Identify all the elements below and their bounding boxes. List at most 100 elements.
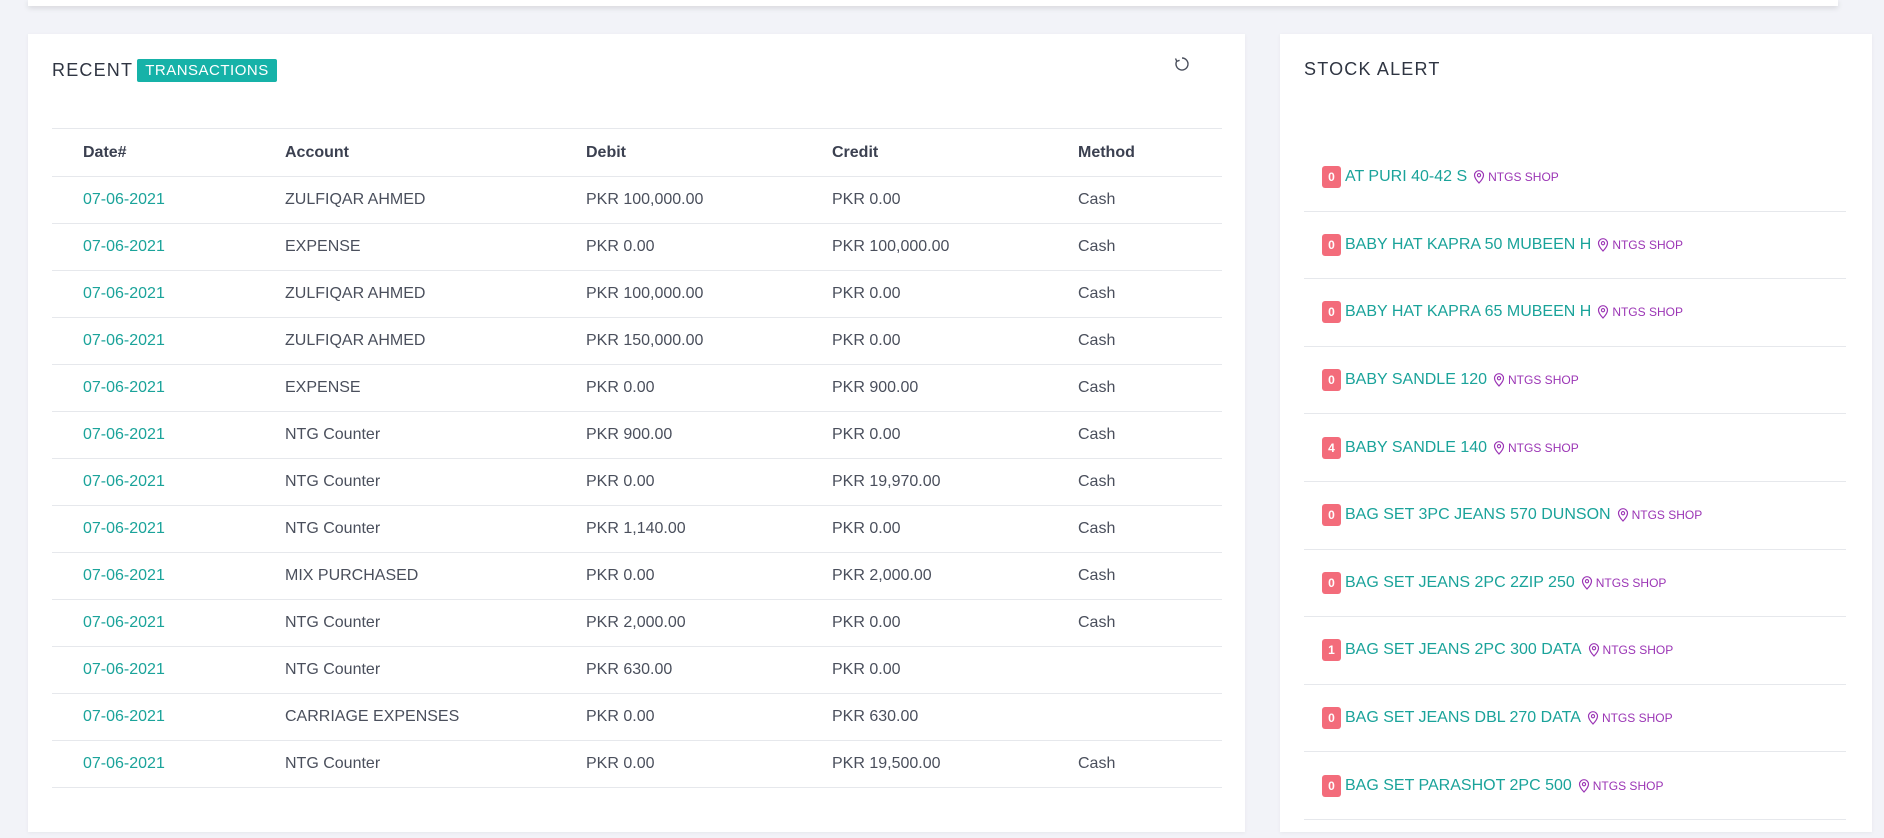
transactions-table-body: 07-06-2021 ZULFIQAR AHMED PKR 100,000.00 PK… bbox=[52, 176, 1222, 788]
item-name-link[interactable]: BAG SET 3PC JEANS 570 DUNSON bbox=[1345, 506, 1611, 524]
date-cell: 07-06-2021 bbox=[52, 270, 285, 318]
method-cell: Cash bbox=[1078, 458, 1222, 506]
date-link[interactable]: 07-06-2021 bbox=[83, 661, 165, 678]
account-cell: NTG Counter bbox=[285, 740, 586, 788]
date-link[interactable]: 07-06-2021 bbox=[83, 473, 165, 490]
method-cell: Cash bbox=[1078, 411, 1222, 459]
date-link[interactable]: 07-06-2021 bbox=[83, 567, 165, 584]
date-link[interactable]: 07-06-2021 bbox=[83, 426, 165, 443]
method-cell: Cash bbox=[1078, 740, 1222, 788]
method-cell: Cash bbox=[1078, 552, 1222, 600]
stock-alert-item[interactable]: 0 BAG SET PARASHOT 2PC 500 NTGS SHOP bbox=[1304, 752, 1846, 820]
account-cell: ZULFIQAR AHMED bbox=[285, 317, 586, 365]
date-link[interactable]: 07-06-2021 bbox=[83, 285, 165, 302]
table-row: 07-06-2021 NTG Counter PKR 0.00 PKR 19,970.… bbox=[52, 458, 1222, 506]
transactions-table: Date# Account Debit Credit Method 07-06-2021… bbox=[52, 128, 1222, 788]
debit-cell: PKR 0.00 bbox=[586, 458, 832, 506]
item-name-link[interactable]: BABY SANDLE 140 bbox=[1345, 438, 1488, 456]
credit-cell: PKR 900.00 bbox=[832, 364, 1078, 412]
shop-label: NTGS SHOP bbox=[1602, 643, 1674, 658]
refresh-icon[interactable] bbox=[1172, 54, 1192, 74]
stock-alert-item[interactable]: 0 BAG SET 3PC JEANS 570 DUNSON NTGS SHOP bbox=[1304, 482, 1846, 550]
date-link[interactable]: 07-06-2021 bbox=[83, 238, 165, 255]
quantity-badge: 0 bbox=[1322, 504, 1341, 527]
item-name-link[interactable]: AT PURI 40-42 S bbox=[1345, 168, 1468, 186]
stock-alert-item[interactable]: 0 BAG SET JEANS DBL 270 DATA NTGS SHOP bbox=[1304, 685, 1846, 753]
date-link[interactable]: 07-06-2021 bbox=[83, 332, 165, 349]
map-pin-icon bbox=[1581, 575, 1593, 590]
debit-cell: PKR 1,140.00 bbox=[586, 505, 832, 553]
map-pin-icon bbox=[1617, 508, 1629, 523]
quantity-badge: 0 bbox=[1322, 774, 1341, 797]
credit-cell: PKR 19,500.00 bbox=[832, 740, 1078, 788]
table-row: 07-06-2021 NTG Counter PKR 2,000.00 PKR 0.0… bbox=[52, 599, 1222, 647]
method-cell: Cash bbox=[1078, 505, 1222, 553]
debit-cell: PKR 900.00 bbox=[586, 411, 832, 459]
table-row: 07-06-2021 EXPENSE PKR 0.00 PKR 900.00 Cash bbox=[52, 364, 1222, 412]
date-cell: 07-06-2021 bbox=[52, 505, 285, 553]
column-header-credit: Credit bbox=[832, 128, 1078, 177]
table-row: 07-06-2021 MIX PURCHASED PKR 0.00 PKR 2,000… bbox=[52, 552, 1222, 600]
date-cell: 07-06-2021 bbox=[52, 740, 285, 788]
stock-alert-item[interactable]: 4 BABY SANDLE 140 NTGS SHOP bbox=[1304, 414, 1846, 482]
quantity-badge: 0 bbox=[1322, 233, 1341, 256]
method-cell: Cash bbox=[1078, 270, 1222, 318]
item-name-link[interactable]: BABY HAT KAPRA 50 MUBEEN H bbox=[1345, 235, 1592, 253]
method-cell: Cash bbox=[1078, 223, 1222, 271]
map-pin-icon bbox=[1493, 373, 1505, 387]
method-cell: Cash bbox=[1078, 176, 1222, 224]
account-cell: EXPENSE bbox=[285, 364, 586, 412]
stock-alert-item[interactable]: 0 BABY SANDLE 120 NTGS SHOP bbox=[1304, 347, 1846, 415]
method-cell: Cash bbox=[1078, 599, 1222, 647]
date-cell: 07-06-2021 bbox=[52, 646, 285, 694]
quantity-badge: 4 bbox=[1322, 436, 1341, 459]
method-cell bbox=[1078, 646, 1222, 694]
item-name-link[interactable]: BABY HAT KAPRA 65 MUBEEN H bbox=[1345, 303, 1592, 321]
stock-alert-item[interactable]: 0 AT PURI 40-42 S NTGS SHOP bbox=[1304, 144, 1846, 212]
quantity-badge: 0 bbox=[1322, 301, 1341, 324]
account-cell: ZULFIQAR AHMED bbox=[285, 270, 586, 318]
stock-alert-item[interactable]: 0 BAG SET JEANS 2PC 2ZIP 250 NTGS SHOP bbox=[1304, 550, 1846, 618]
date-link[interactable]: 07-06-2021 bbox=[83, 191, 165, 208]
account-cell: NTG Counter bbox=[285, 505, 586, 553]
item-name-link[interactable]: BAG SET PARASHOT 2PC 500 bbox=[1345, 776, 1572, 794]
item-name-link[interactable]: BAG SET JEANS DBL 270 DATA bbox=[1345, 709, 1581, 727]
stock-alert-item[interactable]: 1 BAG SET JEANS 2PC 300 DATA NTGS SHOP bbox=[1304, 617, 1846, 685]
debit-cell: PKR 0.00 bbox=[586, 552, 832, 600]
date-link[interactable]: 07-06-2021 bbox=[83, 614, 165, 631]
map-pin-icon bbox=[1578, 778, 1590, 793]
recent-transactions-title: RECENT TRANSACTIONS bbox=[52, 59, 277, 82]
credit-cell: PKR 2,000.00 bbox=[832, 552, 1078, 600]
credit-cell: PKR 0.00 bbox=[832, 176, 1078, 224]
credit-cell: PKR 19,970.00 bbox=[832, 458, 1078, 506]
map-pin-icon bbox=[1493, 440, 1505, 455]
column-header-method: Method bbox=[1078, 128, 1222, 177]
item-name-link[interactable]: BAG SET JEANS 2PC 300 DATA bbox=[1345, 641, 1582, 659]
stock-alert-card: STOCK ALERT 0 AT PURI 40-42 S NTGS SHOP 0 BA… bbox=[1280, 34, 1872, 832]
stock-alert-item[interactable]: 0 BABY HAT KAPRA 65 MUBEEN H NTGS SHOP bbox=[1304, 279, 1846, 347]
map-pin-icon bbox=[1588, 643, 1600, 658]
shop-label: NTGS SHOP bbox=[1488, 170, 1559, 185]
debit-cell: PKR 150,000.00 bbox=[586, 317, 832, 365]
debit-cell: PKR 0.00 bbox=[586, 693, 832, 741]
date-link[interactable]: 07-06-2021 bbox=[83, 708, 165, 725]
date-link[interactable]: 07-06-2021 bbox=[83, 755, 165, 772]
table-header-row: Date# Account Debit Credit Method bbox=[52, 128, 1222, 177]
account-cell: ZULFIQAR AHMED bbox=[285, 176, 586, 224]
item-name-link[interactable]: BABY SANDLE 120 bbox=[1345, 371, 1488, 389]
quantity-badge: 1 bbox=[1322, 639, 1341, 662]
account-cell: CARRIAGE EXPENSES bbox=[285, 693, 586, 741]
title-prefix: RECENT bbox=[52, 60, 134, 80]
shop-label: NTGS SHOP bbox=[1595, 575, 1667, 590]
column-header-date: Date# bbox=[52, 128, 285, 177]
shop-label: NTGS SHOP bbox=[1612, 237, 1683, 252]
account-cell: EXPENSE bbox=[285, 223, 586, 271]
title-badge: TRANSACTIONS bbox=[137, 59, 277, 82]
debit-cell: PKR 630.00 bbox=[586, 646, 832, 694]
date-link[interactable]: 07-06-2021 bbox=[83, 379, 165, 396]
account-cell: NTG Counter bbox=[285, 599, 586, 647]
item-name-link[interactable]: BAG SET JEANS 2PC 2ZIP 250 bbox=[1345, 573, 1575, 591]
date-link[interactable]: 07-06-2021 bbox=[83, 520, 165, 537]
date-cell: 07-06-2021 bbox=[52, 411, 285, 459]
stock-alert-item[interactable]: 0 BABY HAT KAPRA 50 MUBEEN H NTGS SHOP bbox=[1304, 212, 1846, 280]
